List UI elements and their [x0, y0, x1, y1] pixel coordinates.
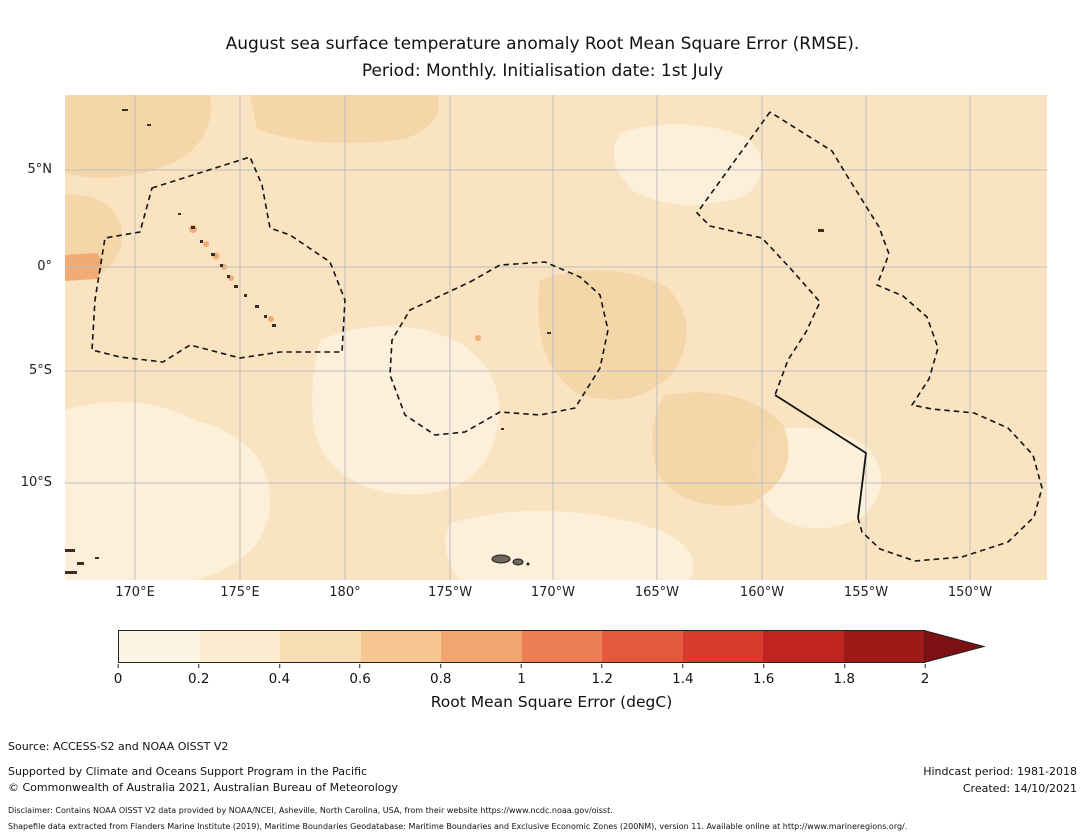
colorbar-label: Root Mean Square Error (degC) [430, 693, 673, 711]
colorbar-tick: 0.8 [430, 664, 452, 687]
colorbar-tick-label: 0.4 [268, 671, 291, 687]
colorbar-tick-label: 0 [113, 671, 123, 687]
y-axis-tick: 10°S [20, 475, 52, 490]
colorbar-tick: 2 [920, 664, 930, 687]
x-axis-tick: 170°W [530, 585, 576, 600]
chart-title-line2: Period: Monthly. Initialisation date: 1s… [361, 61, 724, 81]
colorbar-extend-arrow [924, 630, 986, 663]
copyright-text: © Commonwealth of Australia 2021, Austra… [8, 781, 398, 794]
colorbar-tick-label: 1.8 [833, 671, 856, 687]
colorbar-tick-label: 0.8 [430, 671, 452, 687]
supported-by-text: Supported by Climate and Oceans Support … [8, 765, 368, 778]
y-axis-tick: 5°N [27, 161, 53, 177]
eez-boundary-west [91, 156, 346, 363]
grid-lines [65, 95, 1047, 580]
colorbar-tick: 1 [517, 664, 526, 687]
x-axis-tick: 170°E [115, 585, 155, 600]
colorbar-segment [360, 631, 441, 662]
colorbar-tick-label: 1.2 [591, 671, 613, 687]
colorbar-segment [602, 631, 683, 662]
created-date-text: Created: 14/10/2021 [962, 782, 1077, 795]
colorbar-tick-mark [763, 664, 765, 668]
y-axis-tick-labels: 5°N 0° 5°S 10°S [0, 95, 58, 580]
colorbar-tick: 1.2 [591, 664, 613, 687]
x-axis-tick: 160°W [739, 585, 785, 600]
colorbar-segment [763, 631, 844, 662]
x-axis-tick: 175°E [220, 585, 260, 600]
colorbar-tick: 0.6 [349, 664, 371, 687]
colorbar-tick-label: 0.6 [349, 671, 371, 687]
colorbar-tick-mark [117, 664, 119, 668]
eez-boundaries [91, 111, 1043, 562]
colorbar-tick-mark [278, 664, 280, 668]
x-axis-tick: 150°W [947, 585, 993, 600]
colorbar [118, 630, 925, 663]
eez-boundary-east-solid [774, 394, 867, 519]
colorbar-tick-mark [521, 664, 522, 668]
disclaimer-line1: Disclaimer: Contains NOAA OISST V2 data … [8, 806, 613, 815]
colorbar-tick-mark [198, 664, 200, 668]
colorbar-segment [199, 631, 280, 662]
colorbar-tick-label: 2 [920, 671, 930, 687]
samoa-island [491, 554, 511, 564]
chart-title: August sea surface temperature anomaly R… [0, 31, 1085, 85]
y-axis-tick: 0° [37, 258, 52, 274]
colorbar-tick: 1.4 [672, 664, 694, 687]
source-text: Source: ACCESS-S2 and NOAA OISST V2 [8, 740, 229, 753]
colorbar-tick-mark [682, 664, 684, 668]
disclaimer-line2: Shapefile data extracted from Flanders M… [8, 822, 908, 831]
hindcast-period-text: Hindcast period: 1981-2018 [923, 765, 1077, 778]
eez-boundary-east-dashed [696, 111, 1043, 562]
map-plot-area [65, 95, 1047, 580]
x-axis-tick: 175°W [427, 585, 473, 600]
colorbar-tick: 0.2 [188, 664, 209, 687]
colorbar-tick: 0 [113, 664, 123, 687]
colorbar-tick-mark [359, 664, 361, 668]
colorbar-tick-mark [843, 664, 845, 668]
x-axis-tick: 155°W [843, 585, 889, 600]
colorbar-tick-mark [601, 664, 603, 668]
colorbar-segment [682, 631, 763, 662]
y-axis-tick: 5°S [28, 363, 52, 378]
island-marks [65, 109, 824, 574]
x-axis-tick: 165°W [634, 585, 680, 600]
colorbar-segment [843, 631, 924, 662]
colorbar-segment [119, 631, 200, 662]
sst-rmse-field [65, 95, 1047, 580]
colorbar-tick-label: 1 [517, 671, 526, 687]
colorbar-tick: 1.6 [753, 664, 774, 687]
colorbar-tick-label: 1.4 [672, 671, 694, 687]
samoa-island-2 [512, 558, 524, 566]
colorbar-tick-label: 0.2 [187, 671, 210, 687]
colorbar-tick-mark [924, 664, 926, 668]
x-axis-tick-labels: 170°E 175°E 180° 175°W 170°W 165°W 160°W 155°W 1… [65, 585, 1047, 603]
colorbar-segment [441, 631, 522, 662]
colorbar-segment [280, 631, 361, 662]
colorbar-tick: 0.4 [269, 664, 290, 687]
chart-title-line1: August sea surface temperature anomaly R… [225, 34, 860, 54]
colorbar-tick-mark [440, 664, 442, 668]
x-axis-tick: 180° [329, 585, 361, 600]
eez-boundary-central [389, 261, 609, 436]
colorbar-tick-label: 1.6 [752, 671, 775, 687]
colorbar-tick: 1.8 [834, 664, 855, 687]
colorbar-tick-labels: 0 0.2 0.4 0.6 0.8 1 1.2 1.4 1.6 1.8 2 [114, 664, 929, 690]
map-canvas [65, 95, 1047, 580]
colorbar-segment [521, 631, 602, 662]
